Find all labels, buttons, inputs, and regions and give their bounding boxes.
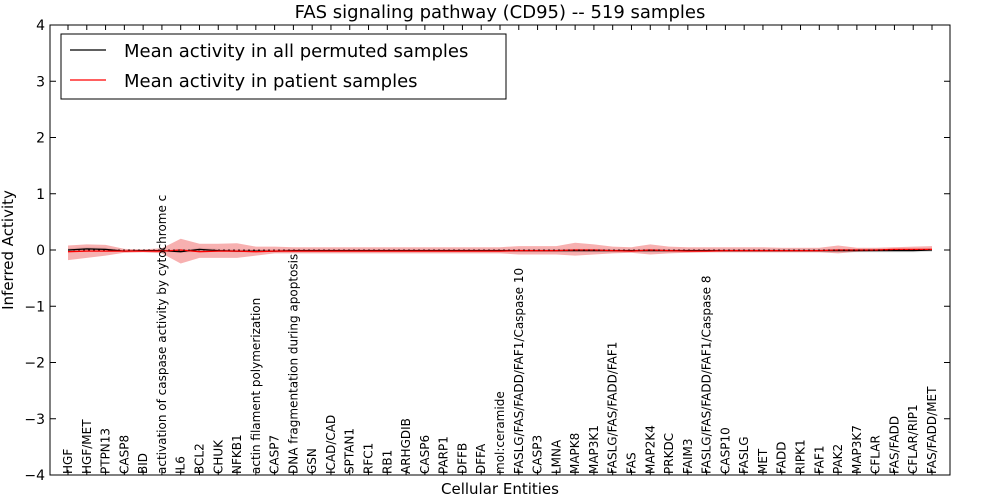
x-tick-label: DNA fragmentation during apoptosis [286, 254, 300, 474]
x-tick-label: MAP3K7 [850, 425, 864, 474]
x-tick-label: LMNA [549, 439, 563, 474]
x-tick-label: FAS [624, 452, 638, 474]
x-tick-label: FAF1 [812, 445, 826, 474]
series-lines [67, 248, 933, 253]
x-tick-label: IL6 [174, 456, 188, 474]
x-tick-label: PAK2 [831, 444, 845, 474]
x-tick-label: HGF/MET [80, 419, 94, 474]
y-tick-label: −3 [24, 412, 45, 428]
x-tick-label: FASLG/FAS/FADD/FAF1/Caspase 8 [700, 276, 714, 475]
x-tick-label: MET [756, 448, 770, 474]
x-tick-label: FASLG [737, 436, 751, 474]
y-tick-label: 1 [36, 187, 45, 203]
x-tick-label: CASP10 [718, 427, 732, 474]
y-tick-label: −1 [24, 299, 45, 315]
y-axis: −4 −3 −2 −1 0 1 2 3 4 [24, 18, 950, 484]
x-tick-label: FAS/FADD [887, 416, 901, 474]
y-tick-label: −4 [24, 468, 45, 484]
y-tick-label: 0 [36, 243, 45, 259]
series-line-patient [67, 248, 932, 253]
x-tick-label: CHUK [211, 439, 225, 474]
x-tick-label: MAP3K1 [587, 425, 601, 474]
x-tick-label: RIPK1 [794, 439, 808, 474]
x-tick-label: CASP7 [268, 435, 282, 474]
x-tick-label: GSN [305, 448, 319, 474]
x-tick-label: RFC1 [362, 443, 376, 474]
x-tick-label: FASLG/FAS/FADD/FAF1 [606, 342, 620, 474]
y-tick-label: −2 [24, 356, 45, 372]
x-tick-label: CASP6 [418, 435, 432, 474]
x-tick-label: FASLG/FAS/FADD/FAF1/Caspase 10 [512, 268, 526, 474]
legend-label-permuted: Mean activity in all permuted samples [124, 41, 468, 62]
x-tick-label: DFFA [474, 443, 488, 474]
x-tick-label: CFLAR/RIP1 [906, 404, 920, 474]
x-tick-label: ICAD/CAD [324, 415, 338, 474]
x-tick-label: MAPK8 [568, 433, 582, 474]
x-tick-label: BID [136, 453, 150, 474]
chart-title: FAS signaling pathway (CD95) -- 519 samp… [295, 2, 706, 23]
x-tick-label: CASP8 [117, 435, 131, 474]
x-tick-label: PTPN13 [99, 428, 113, 474]
x-tick-label: RB1 [380, 450, 394, 474]
x-tick-label: NFKB1 [230, 434, 244, 474]
x-tick-label: BCL2 [192, 443, 206, 474]
legend-label-patient: Mean activity in patient samples [124, 71, 418, 92]
legend: Mean activity in all permuted samples Me… [60, 33, 507, 100]
y-axis-label: Inferred Activity [0, 190, 17, 310]
x-tick-label: PRKDC [662, 433, 676, 474]
y-tick-label: 4 [36, 18, 45, 34]
x-tick-label: FAS/FADD/MET [925, 386, 939, 474]
x-tick-label: PARP1 [437, 436, 451, 474]
x-tick-label: FADD [775, 442, 789, 475]
x-tick-label: activation of caspase activity by cytoch… [155, 195, 169, 474]
x-tick-label: ARHGDIB [399, 418, 413, 474]
x-axis-label: Cellular Entities [441, 480, 559, 498]
x-tick-label: SPTAN1 [343, 428, 357, 474]
x-tick-label: actin filament polymerization [249, 298, 263, 474]
x-tick-label: mol:ceramide [493, 391, 507, 474]
y-tick-label: 3 [36, 74, 45, 90]
x-tick-label: CFLAR [869, 435, 883, 474]
x-tick-label: HGF [61, 449, 75, 474]
x-tick-label: MAP2K4 [643, 425, 657, 474]
x-tick-label: CASP3 [531, 435, 545, 474]
y-tick-label: 2 [36, 131, 45, 147]
x-tick-label: FAIM3 [681, 438, 695, 474]
x-axis: HGF HGF/MET PTPN13 CASP8 BID activation of ca… [61, 25, 939, 475]
x-tick-label: DFFB [455, 443, 469, 474]
legend-box [60, 33, 507, 100]
